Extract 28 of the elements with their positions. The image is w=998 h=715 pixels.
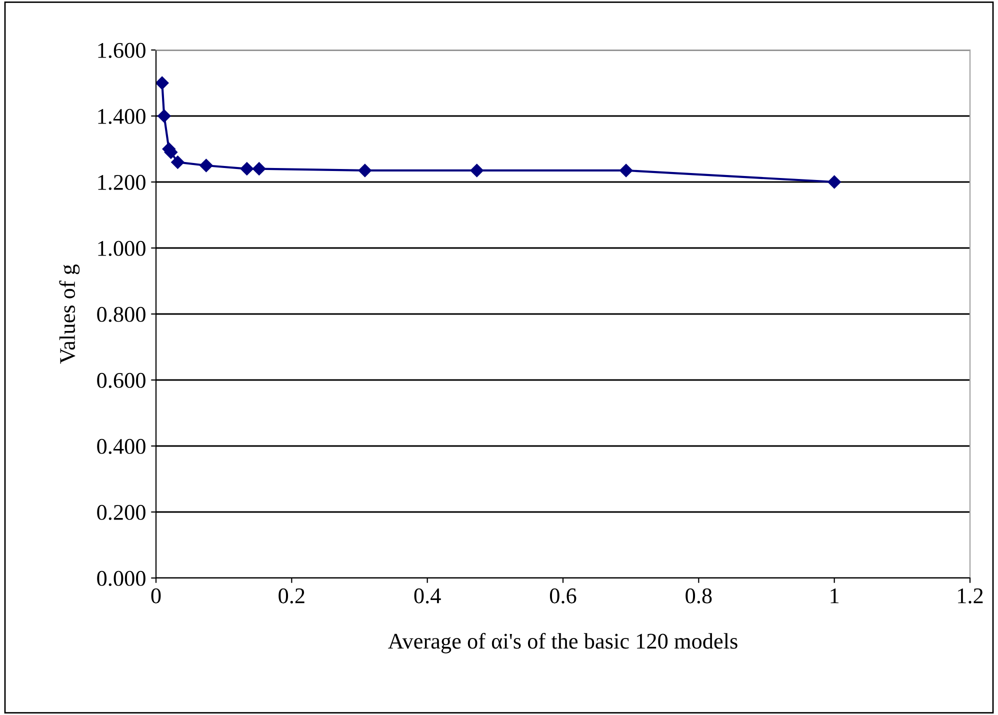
x-tick-label: 0.2 [278, 588, 304, 604]
y-tick-label: 0.200 [97, 504, 146, 520]
x-tick-label: 1 [830, 588, 839, 604]
x-axis-title: Average of αi's of the basic 120 models [388, 632, 738, 654]
x-tick-label: 0.6 [550, 588, 576, 604]
point [252, 162, 266, 176]
point [619, 164, 633, 178]
point [240, 162, 254, 176]
y-tick-label: 1.400 [98, 108, 146, 124]
y-tick-label: 0.800 [97, 306, 146, 322]
point [171, 156, 184, 169]
point [470, 164, 484, 178]
x-tick-label: 0.8 [686, 588, 712, 604]
point [158, 109, 171, 123]
x-tick-label: 0.4 [414, 588, 441, 604]
x-tick-label: 0 [151, 588, 161, 604]
y-tick-label: 1.200 [98, 174, 146, 190]
y-tick-label: 0.400 [97, 438, 146, 454]
y-tick-label: 1.000 [98, 240, 146, 256]
y-tick-label: 1.600 [98, 42, 146, 58]
point [828, 175, 841, 189]
point [358, 164, 372, 178]
x-tick-label: 1.2 [958, 588, 983, 604]
y-tick-label: 0.000 [97, 570, 146, 586]
y-tick-label: 0.600 [97, 372, 146, 388]
y-axis-title: Values of g [59, 264, 80, 364]
point [156, 76, 169, 90]
point [200, 158, 213, 172]
